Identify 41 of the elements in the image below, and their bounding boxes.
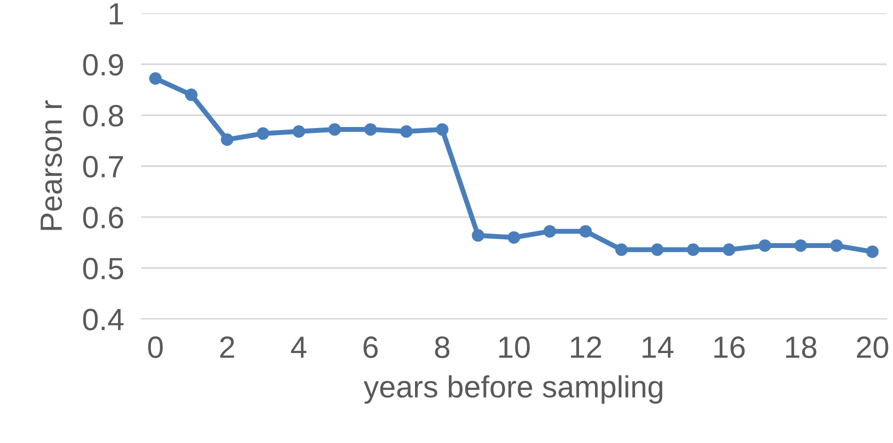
point <box>149 72 162 85</box>
point <box>400 125 413 138</box>
point <box>544 225 556 238</box>
point <box>328 123 341 136</box>
point <box>615 243 628 256</box>
x-tick-label: 10 <box>499 336 530 358</box>
point <box>364 123 377 136</box>
x-tick-label: 6 <box>364 336 378 358</box>
point <box>794 239 807 252</box>
x-tick-label: 12 <box>570 336 602 358</box>
point <box>866 245 879 258</box>
y-tick-label: 0.7 <box>83 156 123 178</box>
x-tick-label: 18 <box>786 336 816 358</box>
x-tick-label: 16 <box>714 336 745 358</box>
y-axis-title: Pearson r <box>40 100 62 230</box>
point <box>579 225 592 238</box>
x-axis-title: years before sampling <box>364 375 662 404</box>
point <box>686 243 700 256</box>
y-tick-label: 0.6 <box>83 206 124 228</box>
y-tick-label: 0.4 <box>83 308 124 330</box>
point <box>651 243 664 256</box>
point <box>292 125 306 138</box>
point <box>220 133 234 146</box>
x-tick-label: 14 <box>642 336 674 358</box>
y-tick-label: 0.5 <box>83 258 124 280</box>
y-tick-label: 0.9 <box>83 54 123 76</box>
point <box>436 123 448 136</box>
point <box>472 229 484 242</box>
point <box>722 243 736 256</box>
y-tick-label: 1 <box>110 3 123 24</box>
y-tick-label: 0.8 <box>83 104 124 127</box>
point <box>830 239 843 252</box>
x-tick-label: 2 <box>220 336 234 358</box>
point <box>758 239 772 252</box>
x-tick-label: 0 <box>148 336 163 358</box>
x-tick-label: 20 <box>856 336 888 358</box>
x-tick-label: 8 <box>435 336 450 358</box>
x-tick-label: 4 <box>291 336 306 358</box>
point <box>185 88 198 102</box>
point <box>256 127 270 140</box>
point <box>508 231 520 244</box>
